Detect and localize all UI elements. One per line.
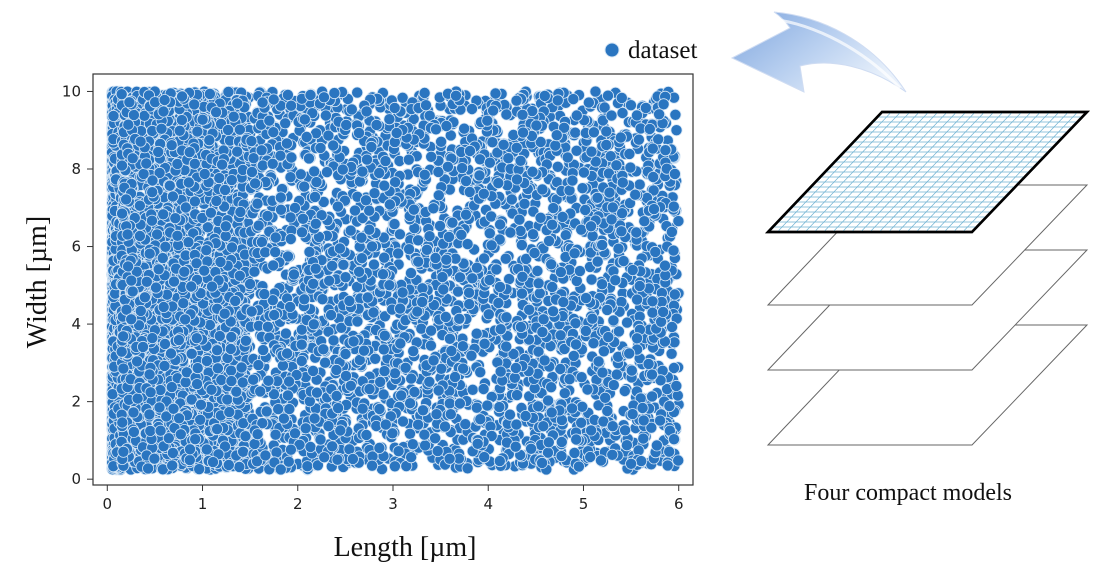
data-point: [174, 428, 187, 441]
data-point: [143, 408, 156, 421]
data-point: [151, 228, 164, 241]
data-point: [213, 172, 226, 185]
data-point: [166, 446, 179, 459]
data-point: [233, 460, 246, 473]
data-point: [145, 214, 158, 227]
data-point: [198, 167, 211, 180]
data-point: [225, 330, 238, 343]
data-point: [211, 344, 224, 357]
data-point: [157, 208, 170, 221]
data-point: [221, 393, 234, 406]
data-point: [191, 125, 204, 138]
data-point: [148, 452, 161, 465]
data-point: [122, 118, 135, 131]
data-point: [203, 87, 216, 100]
data-point: [182, 176, 195, 189]
data-point: [229, 294, 242, 307]
data-point: [107, 109, 120, 122]
data-point: [193, 463, 206, 476]
data-point: [222, 124, 235, 137]
data-point: [225, 241, 238, 254]
data-point: [127, 109, 140, 122]
dataset-points: [106, 85, 685, 476]
data-point: [182, 236, 195, 249]
data-point: [219, 183, 232, 196]
data-point: [200, 443, 213, 456]
data-point: [213, 330, 226, 343]
data-point: [122, 260, 135, 273]
data-point: [200, 354, 213, 367]
data-point: [154, 384, 167, 397]
data-point: [175, 114, 188, 127]
data-point: [196, 113, 209, 126]
data-point: [117, 362, 130, 375]
data-point: [138, 291, 151, 304]
data-point: [127, 425, 140, 438]
data-point: [136, 340, 149, 353]
data-point: [165, 381, 178, 394]
data-point: [177, 297, 190, 310]
data-point: [206, 456, 219, 469]
